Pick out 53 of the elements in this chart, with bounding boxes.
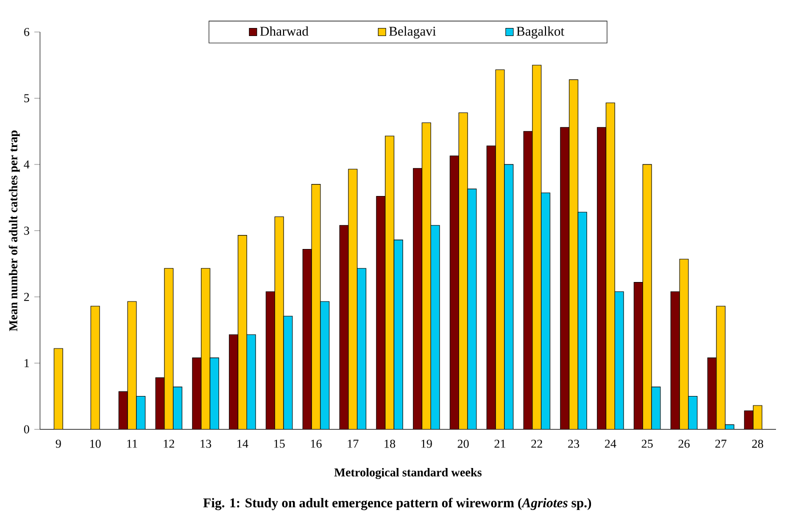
- bar: [118, 392, 128, 430]
- legend-label: Bagalkot: [516, 26, 564, 39]
- x-tick-label: 17: [348, 440, 358, 448]
- x-axis-title: Metrological standard weeks: [334, 468, 482, 480]
- x-tick-label: 16: [311, 440, 322, 448]
- bar: [708, 358, 716, 430]
- x-tick-label: 21: [494, 440, 506, 448]
- x-tick-label: 15: [274, 440, 285, 448]
- y-axis-title: Mean number of adult catches per trap: [8, 130, 20, 332]
- bar: [340, 226, 348, 430]
- y-tick-label: 6: [24, 28, 30, 36]
- bar: [90, 306, 100, 430]
- x-tick-label: 24: [604, 440, 616, 448]
- x-tick-label: 23: [568, 440, 580, 448]
- legend-label: Belagavi: [389, 26, 436, 39]
- y-tick-label: 3: [24, 226, 30, 235]
- x-tick-label: 28: [752, 440, 764, 448]
- x-tick-label: 11: [127, 440, 138, 448]
- x-tick-label: 12: [164, 440, 174, 448]
- bar: [302, 249, 312, 430]
- x-tick-label: 9: [56, 440, 61, 448]
- x-tick-label: 26: [678, 440, 690, 448]
- x-tick-label: 22: [531, 440, 542, 448]
- x-tick-label: 27: [715, 440, 726, 448]
- bar: [524, 132, 532, 430]
- x-tick-label: 10: [90, 440, 101, 448]
- bar: [54, 348, 64, 430]
- bar: [156, 378, 164, 430]
- x-tick-label: 14: [237, 440, 248, 448]
- bar: [634, 282, 643, 430]
- bar: [192, 358, 202, 430]
- bar: [229, 334, 238, 430]
- bar: [266, 292, 275, 430]
- y-tick-label: 4: [24, 160, 30, 169]
- y-tick-label: 0: [24, 425, 30, 434]
- bar: [597, 128, 606, 430]
- y-tick-label: 2: [24, 293, 29, 302]
- bar: [486, 146, 496, 430]
- bar: [376, 196, 386, 430]
- x-tick-label: 20: [458, 440, 469, 448]
- text: Fig. 1: Study on adult emergence pattern of wireworm (Agriotes sp.): [203, 498, 592, 510]
- bar: [744, 410, 754, 430]
- bar: [413, 168, 422, 430]
- bar: [560, 128, 570, 430]
- y-tick-label: 1: [24, 359, 29, 368]
- bar: [670, 292, 680, 430]
- x-tick-label: 13: [200, 440, 212, 448]
- y-tick-label: 5: [24, 94, 30, 102]
- bar: [450, 156, 459, 430]
- x-tick-label: 25: [642, 440, 653, 448]
- x-tick-label: 19: [421, 440, 432, 448]
- x-tick-label: 18: [384, 440, 396, 448]
- legend-label: Dharwad: [260, 26, 308, 36]
